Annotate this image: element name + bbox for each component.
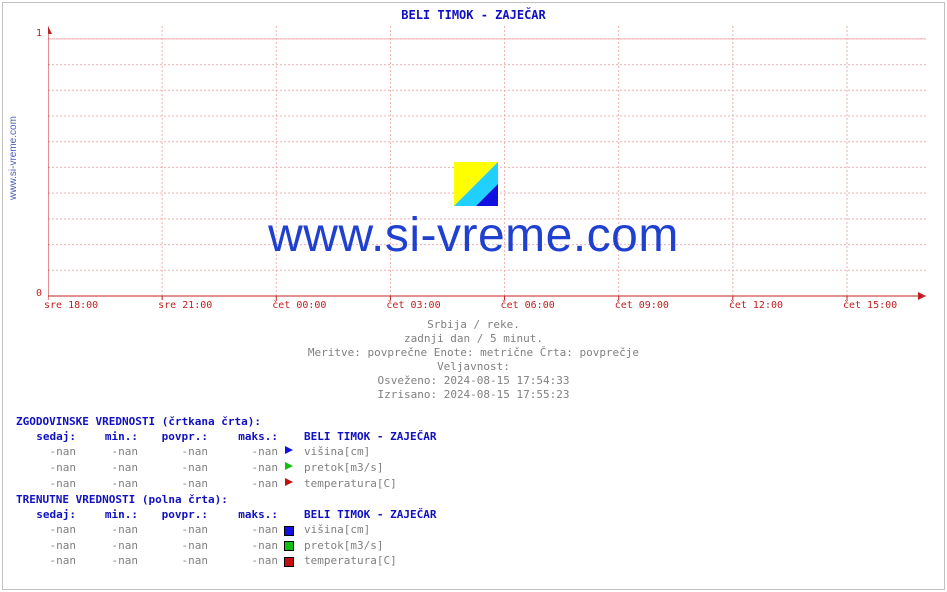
hist-header: ZGODOVINSKE VREDNOSTI (črtkana črta): [16,414,436,429]
chart-title: BELI TIMOK - ZAJEČAR [0,8,947,22]
table-cell: -nan [16,444,76,459]
swatch-cell [278,538,300,553]
side-link[interactable]: www.si-vreme.com [8,116,19,200]
table-cell: -nan [16,460,76,475]
metric-label: višina[cm] [300,444,370,459]
table-cell: -nan [208,522,278,537]
table-cell: -nan [138,444,208,459]
value-tables: ZGODOVINSKE VREDNOSTI (črtkana črta): se… [16,414,436,569]
swatch-cell [278,460,300,476]
watermark-logo [454,162,498,206]
table-cell: -nan [138,553,208,568]
swatch-cell [278,523,300,538]
table-header-row: sedaj:min.:povpr.:maks.:BELI TIMOK - ZAJ… [16,507,436,522]
table-cell: -nan [138,460,208,475]
color-swatch [284,526,294,536]
watermark-text: www.si-vreme.com [0,208,947,263]
x-tick-label: čet 00:00 [272,300,326,311]
table-cell: -nan [76,444,138,459]
x-tick-label: čet 15:00 [843,300,897,311]
table-cell: -nan [76,538,138,553]
table-row: -nan-nan-nan-nanvišina[cm] [16,522,436,538]
meta-line: Izrisano: 2024-08-15 17:55:23 [0,388,947,402]
table-cell: -nan [16,522,76,537]
table-cell: -nan [138,538,208,553]
x-tick-label: sre 18:00 [44,300,98,311]
table-cell: -nan [16,553,76,568]
meta-line: Meritve: povprečne Enote: metrične Črta:… [0,346,947,360]
meta-line: zadnji dan / 5 minut. [0,332,947,346]
x-tick-label: sre 21:00 [158,300,212,311]
table-cell: -nan [16,538,76,553]
y-tick-1: 1 [22,28,42,39]
meta-line: Veljavnost: [0,360,947,374]
table-cell: -nan [208,444,278,459]
table-cell: -nan [208,460,278,475]
x-tick-label: čet 03:00 [386,300,440,311]
table-cell: -nan [208,476,278,491]
metric-label: pretok[m3/s] [300,460,383,475]
table-row: -nan-nan-nan-nantemperatura[C] [16,553,436,569]
table-row: -nan-nan-nan-nanpretok[m3/s] [16,538,436,554]
swatch-cell [278,444,300,460]
color-swatch [284,541,294,551]
swatch-cell [278,554,300,569]
table-row: -nan-nan-nan-nanpretok[m3/s] [16,460,436,476]
x-tick-label: čet 09:00 [615,300,669,311]
curr-header: TRENUTNE VREDNOSTI (polna črta): [16,492,436,507]
y-tick-0: 0 [22,288,42,299]
table-cell: -nan [76,553,138,568]
color-swatch [284,557,294,567]
table-cell: -nan [76,460,138,475]
table-cell: -nan [208,553,278,568]
meta-line: Osveženo: 2024-08-15 17:54:33 [0,374,947,388]
x-tick-label: čet 06:00 [501,300,555,311]
metric-label: pretok[m3/s] [300,538,383,553]
table-header-row: sedaj:min.:povpr.:maks.:BELI TIMOK - ZAJ… [16,429,436,444]
table-row: -nan-nan-nan-nanvišina[cm] [16,444,436,460]
table-cell: -nan [16,476,76,491]
table-cell: -nan [76,522,138,537]
table-cell: -nan [76,476,138,491]
table-cell: -nan [138,476,208,491]
table-cell: -nan [138,522,208,537]
metric-label: temperatura[C] [300,476,397,491]
metric-label: višina[cm] [300,522,370,537]
table-cell: -nan [208,538,278,553]
swatch-cell [278,476,300,492]
chart-metadata: Srbija / reke. zadnji dan / 5 minut. Mer… [0,318,947,402]
metric-label: temperatura[C] [300,553,397,568]
table-row: -nan-nan-nan-nantemperatura[C] [16,476,436,492]
meta-line: Srbija / reke. [0,318,947,332]
x-tick-label: čet 12:00 [729,300,783,311]
